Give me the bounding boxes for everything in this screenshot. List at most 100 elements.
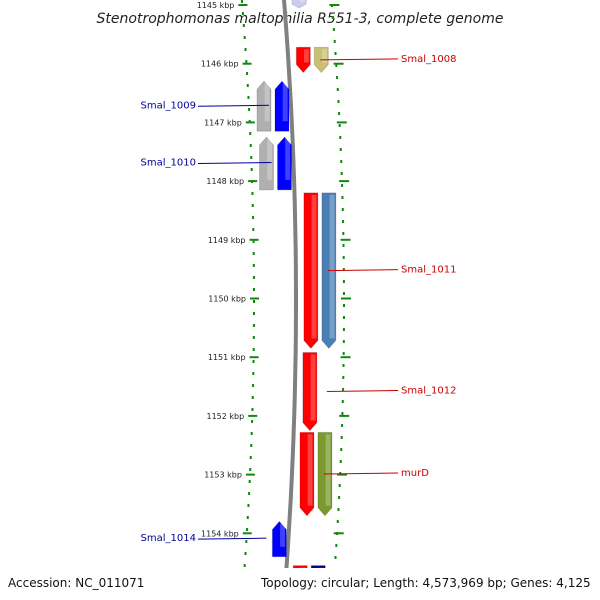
ruler-dot (342, 340, 345, 343)
gene-arrow-shade (264, 83, 270, 122)
ruler-dot (252, 360, 255, 363)
ruler-dot (249, 144, 252, 147)
ruler-dot (247, 96, 250, 99)
kbp-tick-label: 1145 kbp (197, 1, 235, 10)
ruler-dot (246, 72, 249, 75)
smal-1011-gene-arrow[interactable] (303, 192, 319, 350)
position-rulers (241, 0, 345, 595)
ruler-dot (241, 12, 244, 15)
ruler-dot (245, 60, 248, 63)
ruler-dot (342, 364, 345, 367)
smal-1008-gene-arrow[interactable] (295, 46, 311, 74)
ruler-dot (249, 468, 252, 471)
ruler-dot (252, 336, 255, 339)
ruler-dot (341, 400, 344, 403)
topology-text: Topology: circular; Length: 4,573,969 bp… (260, 576, 591, 590)
backbone-line (282, 0, 298, 600)
ruler-dot (251, 408, 254, 411)
ruler-dot (342, 268, 345, 271)
ruler-dot (332, 28, 335, 31)
ruler-dot (338, 112, 341, 115)
ruler-dot (246, 528, 249, 531)
unlabeled-gene-arrow[interactable] (259, 136, 275, 191)
gene-label-leader (323, 472, 399, 475)
ruler-dot (244, 48, 247, 51)
ruler-dot (341, 208, 344, 211)
ruler-dot (339, 148, 342, 151)
gene-label[interactable]: Smal_1011 (401, 265, 456, 276)
gene-arrow-shade (267, 139, 273, 180)
ruler-dot (342, 220, 345, 223)
ruler-dot (252, 240, 255, 243)
ruler-dot (343, 304, 345, 307)
kbp-tick-label: 1150 kbp (208, 295, 246, 304)
smal-1012-gene-arrow[interactable] (302, 352, 318, 432)
accession-text: Accession: NC_011071 (8, 576, 144, 590)
gene-label[interactable]: Smal_1008 (401, 54, 456, 65)
ruler-dot (251, 192, 254, 195)
gene-arrow-shade (322, 49, 327, 63)
ruler-dot (250, 432, 253, 435)
gene-label[interactable]: Smal_1012 (401, 386, 456, 397)
ruler-dot (342, 244, 345, 247)
ruler-dot (333, 40, 336, 43)
ruler-dot (247, 504, 250, 507)
ruler-dot (249, 132, 252, 135)
ruler-dot (337, 508, 340, 511)
ruler-dot (252, 252, 255, 255)
gene-label-leader (326, 390, 399, 393)
ruler-dot (340, 448, 343, 451)
ruler-dot (243, 36, 246, 39)
ruler-dot (249, 456, 252, 459)
gene-arrow-shade (307, 434, 313, 506)
ruler-dot (340, 172, 343, 175)
ruler-dot (251, 396, 254, 399)
gene-arrow-shade (329, 194, 335, 339)
kbp-tick-label: 1152 kbp (207, 412, 245, 421)
ruler-dot (341, 424, 344, 427)
gene-label[interactable]: Smal_1014 (141, 533, 196, 544)
gene-label[interactable]: Smal_1010 (141, 157, 196, 168)
ruler-dot (252, 384, 255, 387)
kbp-tick-label: 1147 kbp (204, 118, 242, 127)
ruler-dot (245, 540, 248, 543)
ruler-dot (241, 0, 243, 3)
smal-1009-gene-arrow[interactable] (274, 80, 290, 132)
smal-1010-gene-arrow[interactable] (277, 136, 293, 191)
ruler-dot (339, 460, 342, 463)
gene-labels: Smal_1008 Smal_1009 Smal_1010 Smal_1011 Smal… (141, 54, 457, 544)
genome-backbone (282, 0, 298, 600)
unlabeled-gene-arrow[interactable] (291, 0, 307, 9)
ruler-dot (334, 52, 337, 55)
ruler-dot (252, 288, 255, 291)
footer-background (0, 568, 600, 600)
ruler-dot (248, 108, 251, 111)
murd-gene-arrow[interactable] (299, 431, 315, 517)
gene-label[interactable]: murD (401, 468, 429, 479)
ruler-dot (252, 348, 255, 351)
ruler-dot (250, 444, 253, 447)
ruler-dot (242, 24, 245, 27)
genome-title: Stenotrophomonas maltophilia R551-3, com… (97, 11, 504, 27)
ruler-dot (253, 300, 255, 303)
ruler-dot (252, 228, 255, 231)
ruler-dot (341, 412, 344, 415)
ruler-dot (341, 184, 344, 187)
ruler-dot (342, 280, 345, 283)
gene-arrow-shade (325, 434, 331, 506)
ruler-dot (250, 168, 253, 171)
gene-label[interactable]: Smal_1009 (141, 100, 196, 111)
gene-label-leader (197, 537, 267, 540)
kbp-tick-label: 1153 kbp (204, 471, 242, 480)
ruler-dot (340, 160, 343, 163)
unlabeled-gene-arrow[interactable] (256, 80, 272, 132)
ruler-dot (338, 124, 341, 127)
gene-label-leader (197, 104, 270, 107)
kbp-tick-label: 1148 kbp (206, 177, 244, 186)
ruler-dot (341, 196, 344, 199)
ruler-dot (252, 216, 255, 219)
smal-1014-gene-arrow[interactable] (271, 520, 287, 558)
ruler-dot (248, 480, 251, 483)
ruler-dot (342, 232, 345, 235)
